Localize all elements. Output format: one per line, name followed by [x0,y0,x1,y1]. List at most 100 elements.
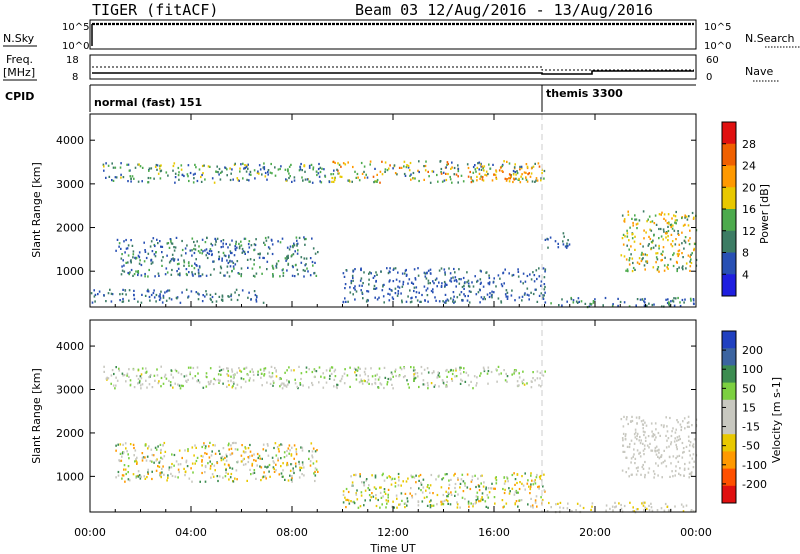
velocity-cell [218,475,221,478]
power-cell [668,304,671,308]
power-cell [639,242,642,245]
velocity-cell [217,479,219,483]
velocity-cell [654,438,656,441]
power-cell [107,292,110,295]
velocity-cell [417,500,420,504]
power-cell [538,267,540,270]
velocity-cell [263,369,265,372]
velocity-cell [513,472,515,475]
velocity-cell [277,459,279,462]
power-cell [381,289,384,292]
power-cell [234,162,236,165]
velocity-cell [310,442,313,445]
power-cell [141,180,143,183]
nsearch-label: N.Search [745,32,795,45]
velocity-cell [123,468,125,471]
velocity-cell [455,375,458,378]
power-cell [376,178,379,182]
velocity-cell [655,453,658,456]
power-cell [516,170,518,173]
velocity-cell [143,475,146,478]
velocity-cell [402,480,404,483]
velocity-cell [414,493,417,496]
velocity-cell [387,488,390,491]
power-cell [435,277,438,280]
power-cell [647,244,650,247]
velocity-cell [388,475,390,478]
velocity-cell [118,367,120,370]
power-cell [354,268,356,271]
power-cell [646,220,648,223]
velocity-cell [237,460,239,463]
power-cell [467,175,470,178]
power-cell [470,290,472,293]
power-cell [544,238,547,241]
velocity-cell [368,484,370,487]
power-cell [491,296,493,299]
power-cell [438,281,440,284]
power-cell [107,164,110,167]
velocity-cell [486,372,489,375]
power-cell [684,214,686,217]
power-cell [646,254,648,257]
power-cell [453,173,456,176]
power-cell [590,303,593,306]
power-cell [159,297,162,300]
velocity-cell [467,502,470,505]
velocity-cell [519,481,521,484]
velocity-cell [642,430,645,433]
power-cell [646,304,648,307]
velocity-cell [375,487,377,490]
power-cell [566,300,568,303]
velocity-cell [169,384,172,387]
power-cell [648,215,651,218]
power-cell [184,247,187,250]
power-cell [295,236,298,239]
velocity-cell [429,506,432,509]
power-cell [216,165,218,168]
velocity-cell [662,461,665,464]
power-cell [678,253,680,256]
velocity-cell [374,476,377,479]
velocity-cell [281,475,284,478]
power-cell [248,291,250,294]
power-cell [205,274,208,277]
power-cell [118,242,121,245]
power-cell [110,292,113,295]
power-cell [332,173,335,176]
power-cell [303,275,305,278]
power-cell [342,272,345,275]
velocity-cell [454,375,456,378]
power-cell [634,268,636,271]
velocity-cell [442,493,445,497]
velocity-cell [158,380,160,383]
velocity-cell [179,463,182,466]
velocity-cell [686,421,689,425]
power-cell [291,254,293,257]
velocity-cell [257,373,259,376]
power-cell [228,254,230,257]
power-cell [404,174,407,177]
velocity-cell [244,447,247,450]
power-cell [354,285,356,288]
velocity-cell [222,382,224,385]
power-cell [475,293,478,296]
velocity-cell [281,443,283,446]
velocity-cell [484,500,487,503]
power-cell [155,251,157,254]
power-cell [427,279,430,282]
power-cell [170,298,173,301]
power-cell [378,296,380,299]
velocity-cell [207,380,210,384]
velocity-cell [355,368,357,371]
power-cell [383,283,385,286]
velocity-cell [542,485,544,488]
power-cell [470,181,473,184]
velocity-cell [377,378,380,381]
velocity-cell [136,462,138,465]
velocity-cell [482,366,485,369]
velocity-cell [475,485,477,489]
velocity-cell [218,369,221,372]
velocity-cell [154,446,157,449]
power-cell [255,238,257,241]
